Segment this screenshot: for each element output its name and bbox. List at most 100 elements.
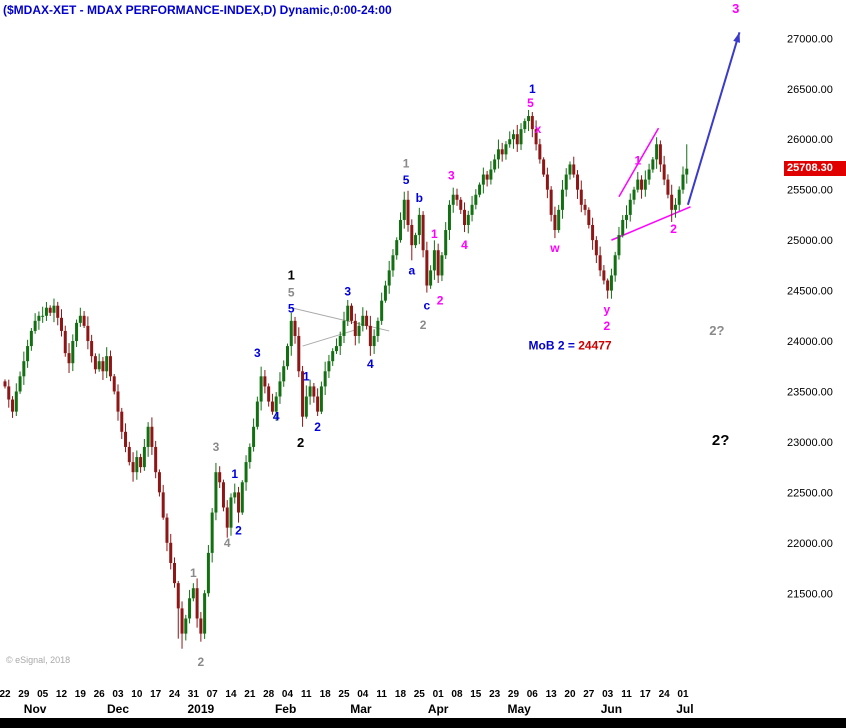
svg-text:24: 24 (169, 689, 181, 700)
svg-text:2: 2 (437, 294, 444, 308)
svg-text:12: 12 (56, 689, 68, 700)
projection-arrow (686, 31, 741, 206)
svg-text:2: 2 (198, 655, 205, 669)
svg-text:18: 18 (320, 689, 332, 700)
svg-text:26000.00: 26000.00 (787, 134, 833, 146)
svg-text:2: 2 (670, 222, 677, 236)
svg-text:04: 04 (357, 689, 369, 700)
svg-text:Jul: Jul (676, 702, 693, 716)
svg-text:4: 4 (273, 410, 280, 424)
svg-text:c: c (424, 299, 431, 313)
svg-text:18: 18 (395, 689, 407, 700)
svg-text:24000.00: 24000.00 (787, 336, 833, 348)
svg-text:25500.00: 25500.00 (787, 185, 833, 197)
svg-text:Mar: Mar (350, 702, 372, 716)
svg-text:1: 1 (634, 153, 641, 167)
svg-text:1: 1 (303, 369, 310, 383)
svg-text:Nov: Nov (24, 702, 47, 716)
svg-text:1: 1 (529, 82, 536, 96)
svg-text:29: 29 (508, 689, 520, 700)
svg-text:31: 31 (188, 689, 200, 700)
svg-text:May: May (507, 702, 531, 716)
svg-text:a: a (408, 263, 415, 277)
svg-text:y: y (604, 303, 611, 317)
svg-text:20: 20 (564, 689, 576, 700)
svg-text:3: 3 (732, 1, 739, 16)
svg-text:5: 5 (527, 96, 534, 110)
svg-text:04: 04 (282, 689, 294, 700)
svg-text:21500.00: 21500.00 (787, 588, 833, 600)
chart-title: ($MDAX-XET - MDAX PERFORMANCE-INDEX,D) D… (3, 3, 392, 17)
svg-text:08: 08 (451, 689, 463, 700)
price-axis[interactable]: 27000.00 26500.00 26000.00 25500.00 25000.00… (787, 33, 833, 600)
svg-text:29: 29 (18, 689, 30, 700)
svg-text:x: x (535, 122, 542, 136)
svg-text:2: 2 (314, 420, 321, 434)
svg-text:11: 11 (621, 689, 632, 700)
svg-text:1: 1 (431, 227, 438, 241)
svg-text:19: 19 (75, 689, 87, 700)
svg-text:2: 2 (235, 524, 242, 538)
svg-text:28: 28 (263, 689, 275, 700)
bottom-bar (0, 718, 846, 728)
svg-text:5: 5 (403, 173, 410, 187)
svg-text:5: 5 (288, 286, 295, 300)
svg-text:3: 3 (213, 440, 220, 454)
svg-text:01: 01 (677, 689, 689, 700)
svg-text:25: 25 (338, 689, 350, 700)
svg-text:2019: 2019 (188, 702, 215, 716)
svg-text:w: w (549, 241, 560, 255)
svg-text:23: 23 (489, 689, 501, 700)
time-axis[interactable]: 22 29 05 12 19 26 03 10 17 24 31 07 14 21 28 04 11 18 25 04… (0, 689, 694, 716)
svg-text:Jun: Jun (601, 702, 622, 716)
svg-text:1: 1 (288, 267, 295, 282)
svg-text:26: 26 (94, 689, 106, 700)
svg-text:4: 4 (367, 357, 374, 371)
svg-text:2?: 2? (712, 432, 730, 449)
svg-text:2?: 2? (709, 323, 724, 338)
trendlines-layer (291, 127, 691, 347)
svg-text:13: 13 (546, 689, 558, 700)
svg-text:07: 07 (207, 689, 219, 700)
svg-text:01: 01 (433, 689, 445, 700)
svg-text:1: 1 (403, 156, 410, 170)
svg-text:3: 3 (448, 169, 455, 183)
svg-text:2: 2 (604, 319, 611, 333)
svg-text:Feb: Feb (275, 702, 296, 716)
svg-text:3: 3 (254, 346, 261, 360)
mob-target-label: MoB 2 = 24477 (529, 338, 612, 352)
svg-text:1: 1 (190, 566, 197, 580)
svg-text:14: 14 (225, 689, 237, 700)
svg-text:03: 03 (112, 689, 124, 700)
svg-text:22: 22 (0, 689, 11, 700)
svg-text:23000.00: 23000.00 (787, 437, 833, 449)
svg-text:Apr: Apr (428, 702, 449, 716)
svg-text:2: 2 (420, 318, 427, 332)
svg-text:24500.00: 24500.00 (787, 286, 833, 298)
candles-layer (3, 109, 689, 649)
svg-text:Dec: Dec (107, 702, 129, 716)
svg-text:5: 5 (288, 302, 295, 316)
svg-text:11: 11 (301, 689, 312, 700)
svg-text:10: 10 (131, 689, 143, 700)
svg-text:05: 05 (37, 689, 49, 700)
svg-text:22000.00: 22000.00 (787, 538, 833, 550)
svg-text:17: 17 (150, 689, 162, 700)
svg-text:24: 24 (659, 689, 671, 700)
svg-text:25000.00: 25000.00 (787, 235, 833, 247)
svg-text:1: 1 (231, 467, 238, 481)
last-price-tag: 25708.30 (784, 161, 846, 177)
svg-text:27000.00: 27000.00 (787, 33, 833, 45)
svg-text:22500.00: 22500.00 (787, 487, 833, 499)
svg-text:11: 11 (376, 689, 387, 700)
svg-text:17: 17 (640, 689, 652, 700)
svg-text:4: 4 (461, 238, 468, 252)
svg-text:25: 25 (414, 689, 426, 700)
esignal-watermark: © eSignal, 2018 (6, 655, 71, 665)
svg-text:21: 21 (244, 689, 256, 700)
svg-text:03: 03 (602, 689, 614, 700)
svg-text:3: 3 (344, 285, 351, 299)
